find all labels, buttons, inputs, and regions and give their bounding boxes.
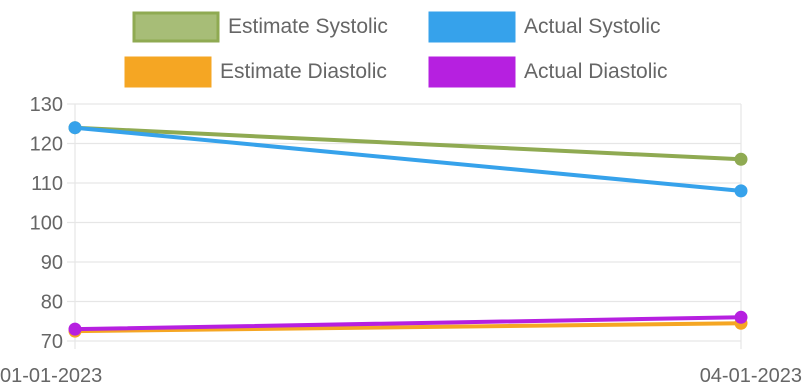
legend-item[interactable]: Estimate Systolic <box>132 11 388 43</box>
legend-item[interactable]: Estimate Diastolic <box>124 56 387 88</box>
series-line-0 <box>73 125 743 162</box>
y-tick-label: 90 <box>41 252 63 274</box>
data-point[interactable] <box>734 152 748 166</box>
series-line-3 <box>73 315 743 332</box>
legend-label: Actual Systolic <box>524 15 661 38</box>
x-tick-label: 04-01-2023 <box>700 365 802 386</box>
data-point[interactable] <box>734 184 748 198</box>
legend-item[interactable]: Actual Diastolic <box>428 56 668 88</box>
legend-label: Estimate Systolic <box>228 15 388 38</box>
legend-swatch <box>428 56 516 88</box>
legend-item[interactable]: Actual Systolic <box>428 11 661 43</box>
series-line-1 <box>73 125 743 193</box>
y-tick-label: 130 <box>30 94 63 116</box>
legend-label: Estimate Diastolic <box>220 60 387 83</box>
y-tick-label: 70 <box>41 331 63 353</box>
series-lines <box>68 121 748 338</box>
legend-label: Actual Diastolic <box>524 60 668 83</box>
legend-swatch <box>124 56 212 88</box>
data-point[interactable] <box>68 322 82 336</box>
gridlines <box>67 103 742 349</box>
x-axis: 01-01-2023 04-01-2023 <box>0 365 802 386</box>
y-tick-label: 80 <box>41 292 63 314</box>
legend-swatch <box>428 11 516 43</box>
legend: Estimate Systolic Actual Systolic Estimate… <box>124 11 668 88</box>
y-axis: 130 120 110 100 90 80 70 <box>30 94 63 353</box>
data-point[interactable] <box>68 121 82 135</box>
y-tick-label: 110 <box>31 173 63 195</box>
x-tick-label: 01-01-2023 <box>0 365 102 386</box>
y-tick-label: 100 <box>30 213 63 235</box>
series-line-2 <box>73 321 743 334</box>
y-tick-label: 120 <box>30 134 63 156</box>
legend-swatch <box>132 11 220 43</box>
data-point[interactable] <box>734 310 748 324</box>
